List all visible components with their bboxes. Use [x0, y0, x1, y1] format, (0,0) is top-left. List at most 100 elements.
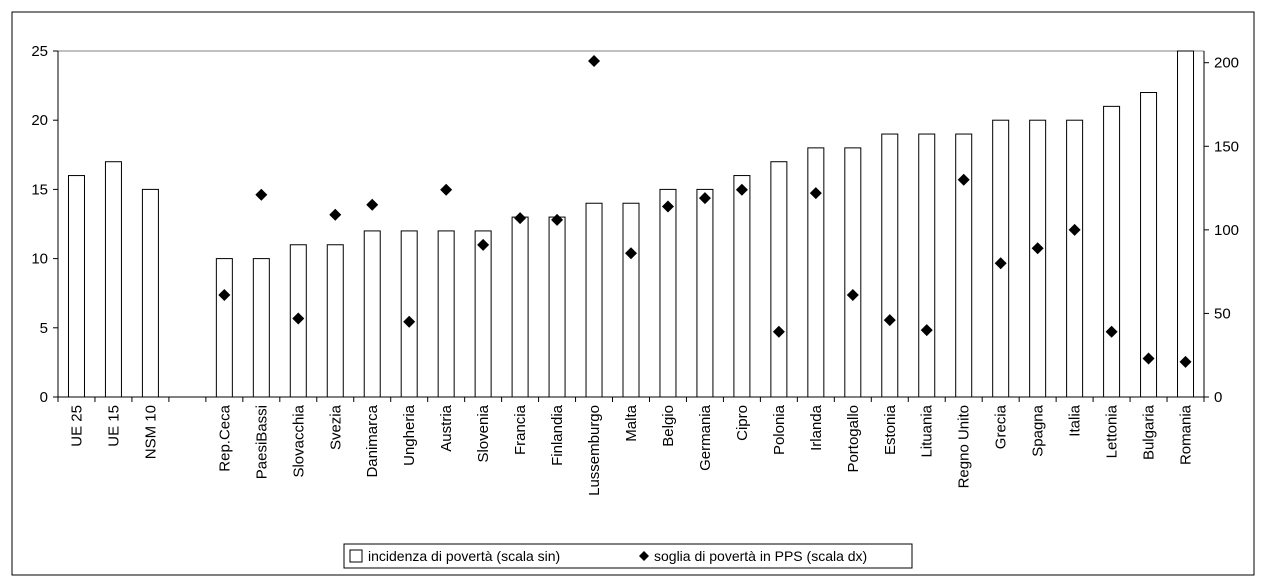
marker-lituania	[920, 324, 933, 337]
bar-malta	[622, 202, 640, 398]
category-label: Spagna	[1030, 404, 1047, 456]
category-label: Cipro	[734, 405, 751, 441]
bar-ungheria	[400, 230, 418, 398]
left-tick-label: 25	[31, 43, 48, 60]
marker-danimarca	[366, 198, 379, 211]
bar-francia	[511, 216, 529, 398]
category-label: Bulgaria	[1141, 404, 1158, 460]
marker-slovacchia	[292, 312, 305, 325]
category-label: UE 25	[68, 405, 85, 447]
bar-lituania	[918, 133, 936, 398]
category-label: PaesiBassi	[253, 405, 270, 479]
bar-danimarca	[363, 230, 381, 398]
marker-romania	[1179, 355, 1192, 368]
bar-polonia	[770, 161, 788, 398]
right-tick-label: 150	[1214, 138, 1239, 155]
marker-cipro	[735, 183, 748, 196]
bar-slovenia	[474, 230, 492, 398]
category-label: Polonia	[771, 404, 788, 455]
category-label: Finlandia	[549, 404, 566, 466]
legend-diamond-swatch	[639, 551, 649, 561]
marker-spagna	[1031, 242, 1044, 255]
bar-nsm-10	[141, 188, 159, 398]
marker-lussemburgo	[588, 55, 601, 68]
left-tick-label: 15	[31, 181, 48, 198]
marker-regno-unito	[957, 173, 970, 186]
right-tick-label: 0	[1214, 389, 1222, 406]
category-label: Austria	[438, 404, 455, 451]
left-tick-label: 5	[40, 320, 48, 337]
marker-svezia	[329, 208, 342, 221]
marker-estonia	[883, 314, 896, 327]
left-tick-label: 20	[31, 112, 48, 129]
marker-belgio	[661, 200, 674, 213]
category-label: Rep.Ceca	[216, 404, 233, 471]
marker-grecia	[994, 257, 1007, 270]
bar-irlanda	[807, 147, 825, 398]
bar-romania	[1177, 50, 1195, 398]
category-label: Grecia	[993, 404, 1010, 449]
legend: incidenza di povertà (scala sin) soglia d…	[343, 543, 913, 569]
left-tick-label: 0	[40, 389, 48, 406]
marker-paesibassi	[255, 188, 268, 201]
marker-francia	[514, 212, 527, 225]
category-label: Regno Unito	[956, 405, 973, 488]
legend-marker-label: soglia di povertà in PPS (scala dx)	[654, 548, 867, 564]
axes: 0 5 10 15 20 25 0 50 100 150 200	[31, 43, 1239, 406]
bar-finlandia	[548, 216, 566, 398]
marker-italia	[1068, 223, 1081, 236]
bar-paesibassi	[252, 258, 270, 398]
category-label: Romania	[1178, 404, 1195, 465]
category-label: Lussemburgo	[586, 405, 603, 496]
marker-austria	[440, 183, 453, 196]
markers-series	[218, 55, 1192, 368]
marker-rep-ceca	[218, 289, 231, 302]
category-label: Belgio	[660, 405, 677, 447]
category-label: Germania	[697, 404, 714, 471]
bar-cipro	[733, 175, 751, 398]
bar-belgio	[659, 188, 677, 398]
bar-svezia	[326, 244, 344, 398]
bar-lussemburgo	[585, 202, 603, 398]
category-label: Lettonia	[1104, 404, 1121, 458]
legend-box	[343, 543, 913, 569]
category-label: Slovenia	[475, 404, 492, 462]
bar-lettonia	[1103, 105, 1121, 398]
category-label: Ungheria	[401, 404, 418, 466]
marker-lettonia	[1105, 325, 1118, 338]
bar-italia	[1066, 119, 1084, 398]
bar-germania	[696, 188, 714, 398]
category-label: Svezia	[327, 404, 344, 450]
category-label: Slovacchia	[290, 404, 307, 477]
bar-rep-ceca	[215, 258, 233, 398]
category-label: UE 15	[105, 405, 122, 447]
bar-spagna	[1029, 119, 1047, 398]
category-label: NSM 10	[142, 405, 159, 459]
bar-austria	[437, 230, 455, 398]
marker-ungheria	[403, 315, 416, 328]
category-label: Irlanda	[808, 404, 825, 451]
marker-germania	[698, 192, 711, 205]
marker-irlanda	[809, 187, 822, 200]
category-label: Estonia	[882, 404, 899, 455]
right-tick-label: 200	[1214, 55, 1239, 72]
category-label: Malta	[623, 404, 640, 441]
marker-polonia	[772, 325, 785, 338]
marker-malta	[625, 247, 637, 260]
right-tick-label: 50	[1214, 305, 1231, 322]
right-tick-label: 100	[1214, 222, 1239, 239]
left-tick-label: 10	[31, 251, 48, 268]
marker-finlandia	[551, 213, 564, 226]
category-labels: UE 25 UE 15 NSM 10 Rep.Ceca PaesiBassi Slovac…	[68, 404, 1194, 496]
category-label: Danimarca	[364, 404, 381, 477]
legend-bar-label: incidenza di povertà (scala sin)	[368, 548, 560, 564]
bar-ue-15	[104, 161, 122, 398]
bar-portogallo	[844, 147, 862, 398]
category-label: Italia	[1067, 404, 1084, 436]
bar-ue-25	[67, 175, 85, 398]
category-label: Portogallo	[845, 405, 862, 473]
category-label: Lituania	[919, 404, 936, 457]
marker-portogallo	[846, 289, 859, 302]
